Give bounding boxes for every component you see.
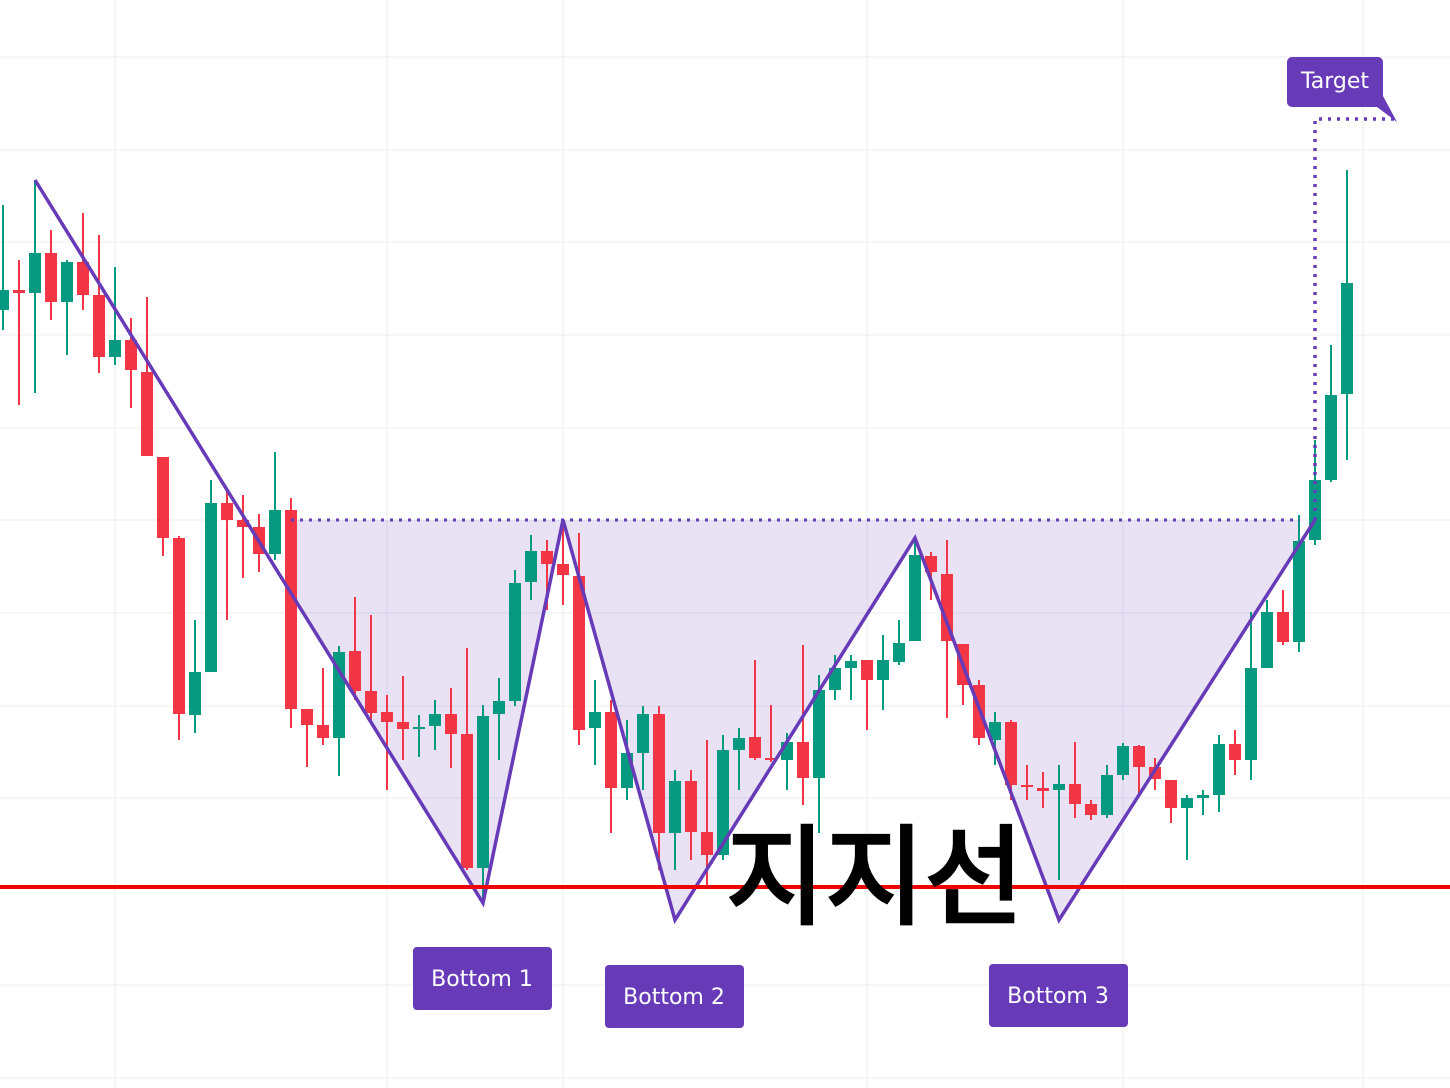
candle-body — [989, 722, 1001, 740]
candle-body — [1261, 612, 1273, 668]
candle-body — [29, 253, 41, 293]
candle-body — [1069, 784, 1081, 804]
candle-body — [1053, 784, 1065, 790]
candle-body — [861, 660, 873, 680]
candle-body — [237, 520, 249, 527]
candle-body — [61, 262, 73, 302]
candle-body — [669, 781, 681, 833]
candle-body — [1165, 780, 1177, 808]
candle-body — [221, 503, 233, 520]
candle-body — [717, 750, 729, 855]
candle-body — [285, 510, 297, 709]
candle-body — [1101, 775, 1113, 815]
candle-body — [1229, 744, 1241, 760]
bottom-box — [605, 965, 744, 1028]
candle-body — [829, 668, 841, 690]
candle-body — [301, 709, 313, 725]
candle-body — [381, 712, 393, 722]
candle-body — [653, 714, 665, 833]
candle-body — [941, 574, 953, 641]
candle-body — [1037, 788, 1049, 791]
candle-body — [93, 295, 105, 357]
candle-body — [637, 714, 649, 753]
candle-body — [1213, 744, 1225, 795]
candle-body — [1197, 795, 1209, 798]
bottom-box — [413, 947, 552, 1010]
candle-body — [365, 691, 377, 713]
candle-body — [0, 290, 9, 310]
candle-body — [1133, 746, 1145, 767]
candle-body — [477, 716, 489, 868]
candle-body — [1021, 785, 1033, 787]
candle-body — [205, 503, 217, 672]
candle-body — [701, 832, 713, 855]
candle-body — [157, 457, 169, 538]
candle-body — [109, 340, 121, 357]
candle-body — [1293, 541, 1305, 642]
pattern-area — [291, 520, 1300, 920]
candle-body — [1325, 395, 1337, 480]
target-label: Target — [1300, 69, 1369, 94]
candle-body — [749, 737, 761, 758]
candle-body — [13, 290, 25, 293]
candle-body — [1245, 668, 1257, 760]
candle-body — [45, 253, 57, 302]
candle-body — [77, 262, 89, 295]
candle-body — [877, 660, 889, 680]
candle-body — [269, 510, 281, 554]
candle-body — [1117, 746, 1129, 775]
candle-body — [813, 690, 825, 778]
candle-body — [349, 651, 361, 691]
candle-body — [909, 555, 921, 641]
candle-body — [685, 781, 697, 832]
candle-body — [797, 742, 809, 778]
candle-body — [189, 672, 201, 715]
candle-body — [141, 372, 153, 456]
candle-body — [1005, 722, 1017, 785]
bottom-box — [989, 964, 1128, 1027]
candle-body — [1341, 283, 1353, 394]
candle-body — [317, 725, 329, 738]
candle-body — [445, 714, 457, 734]
candle-body — [893, 643, 905, 662]
candle-body — [1181, 798, 1193, 808]
candle-body — [125, 340, 137, 370]
candle-body — [493, 701, 505, 714]
candle-body — [845, 661, 857, 668]
candle-body — [573, 576, 585, 730]
candles — [0, 170, 1353, 900]
candle-body — [557, 564, 569, 575]
bottom-label: Bottom 3 — [1007, 984, 1109, 1009]
target-box — [1287, 57, 1397, 122]
candle-body — [733, 738, 745, 750]
candle-body — [1277, 612, 1289, 642]
candle-body — [397, 722, 409, 729]
candle-body — [461, 734, 473, 868]
candle-body — [173, 538, 185, 714]
bottom-label: Bottom 2 — [623, 985, 725, 1010]
candle-body — [589, 712, 601, 728]
candle-body — [1085, 804, 1097, 815]
candle-body — [525, 551, 537, 582]
candle-body — [509, 583, 521, 701]
support-text: 지지선 — [726, 816, 1024, 941]
candle-body — [765, 758, 777, 760]
candle-body — [605, 712, 617, 788]
bottom-label: Bottom 1 — [431, 967, 533, 992]
candle-body — [413, 727, 425, 729]
candle-body — [429, 714, 441, 726]
candle-body — [541, 551, 553, 564]
pattern-line — [33, 179, 1317, 925]
